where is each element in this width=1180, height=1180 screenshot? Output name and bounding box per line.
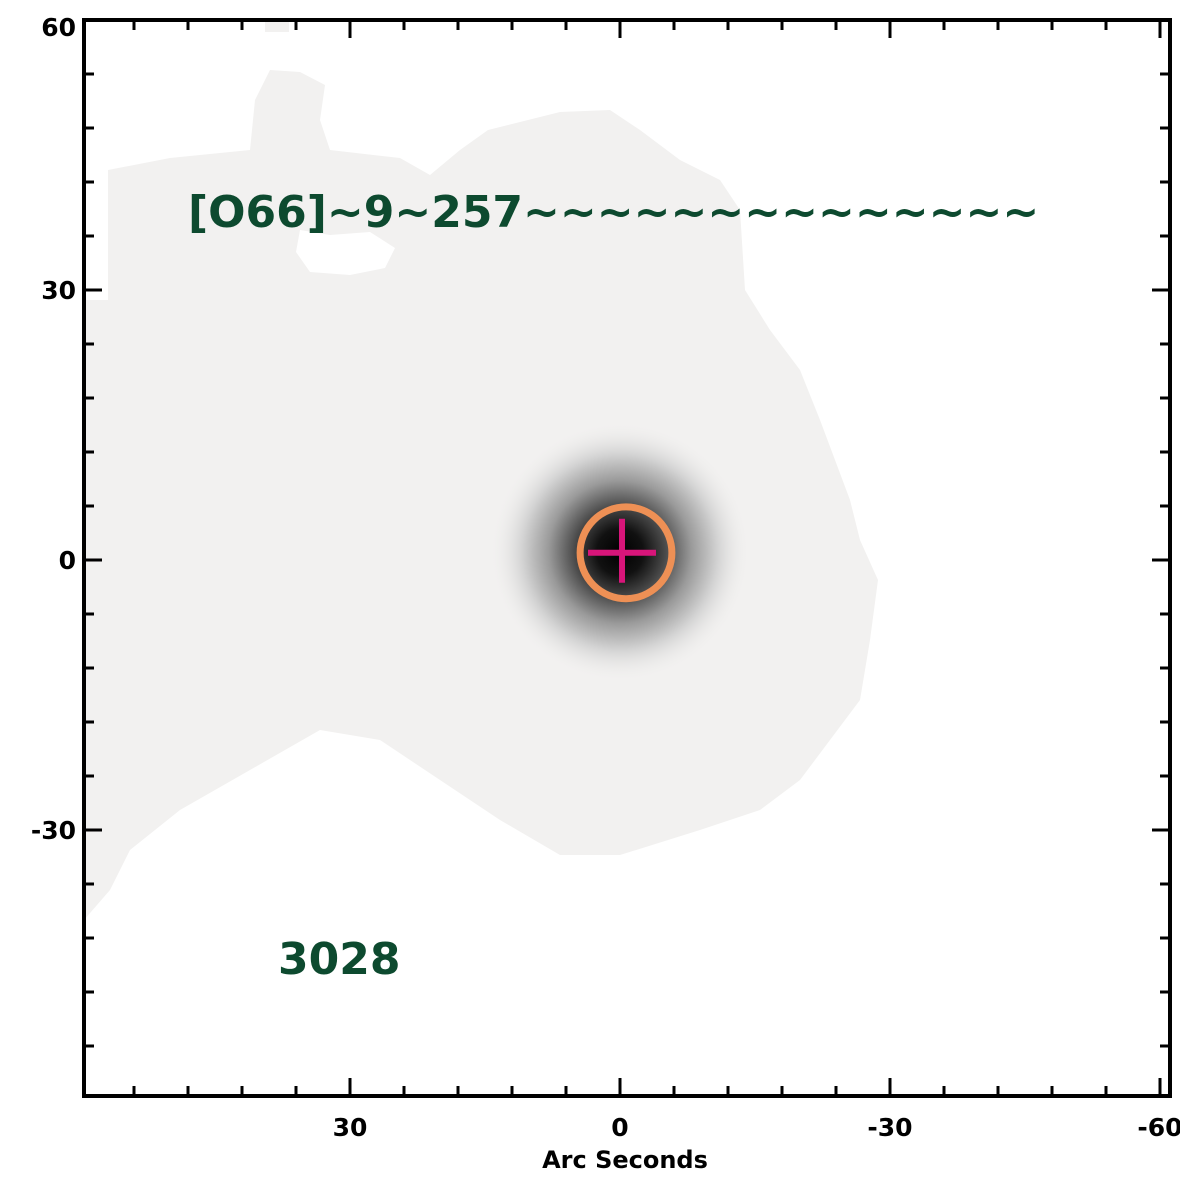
y-tick-label: 60 — [41, 13, 76, 42]
top-gap — [265, 20, 289, 32]
x-tick-label: 30 — [333, 1113, 368, 1142]
x-tick-label: 0 — [611, 1113, 628, 1142]
source-id-label: [O66]~9~257~~~~~~~~~~~~~~ — [188, 187, 1039, 238]
y-tick-label: -30 — [31, 816, 76, 845]
plot-frame — [82, 18, 1172, 1098]
axis-ticks — [84, 18, 1170, 1096]
x-tick-label: -60 — [1137, 1113, 1180, 1142]
diffuse-emission — [84, 70, 878, 920]
aperture-circle — [576, 503, 676, 603]
y-tick-label: 30 — [41, 276, 76, 305]
frame-number-label: 3028 — [278, 934, 400, 985]
x-axis-title: Arc Seconds — [542, 1146, 708, 1174]
axis-tick-labels: 30 0 -30 -60 60 30 0 -30 — [31, 13, 1180, 1142]
x-tick-label: -30 — [867, 1113, 912, 1142]
emission-gap — [296, 230, 395, 275]
y-tick-label: 0 — [59, 546, 76, 575]
